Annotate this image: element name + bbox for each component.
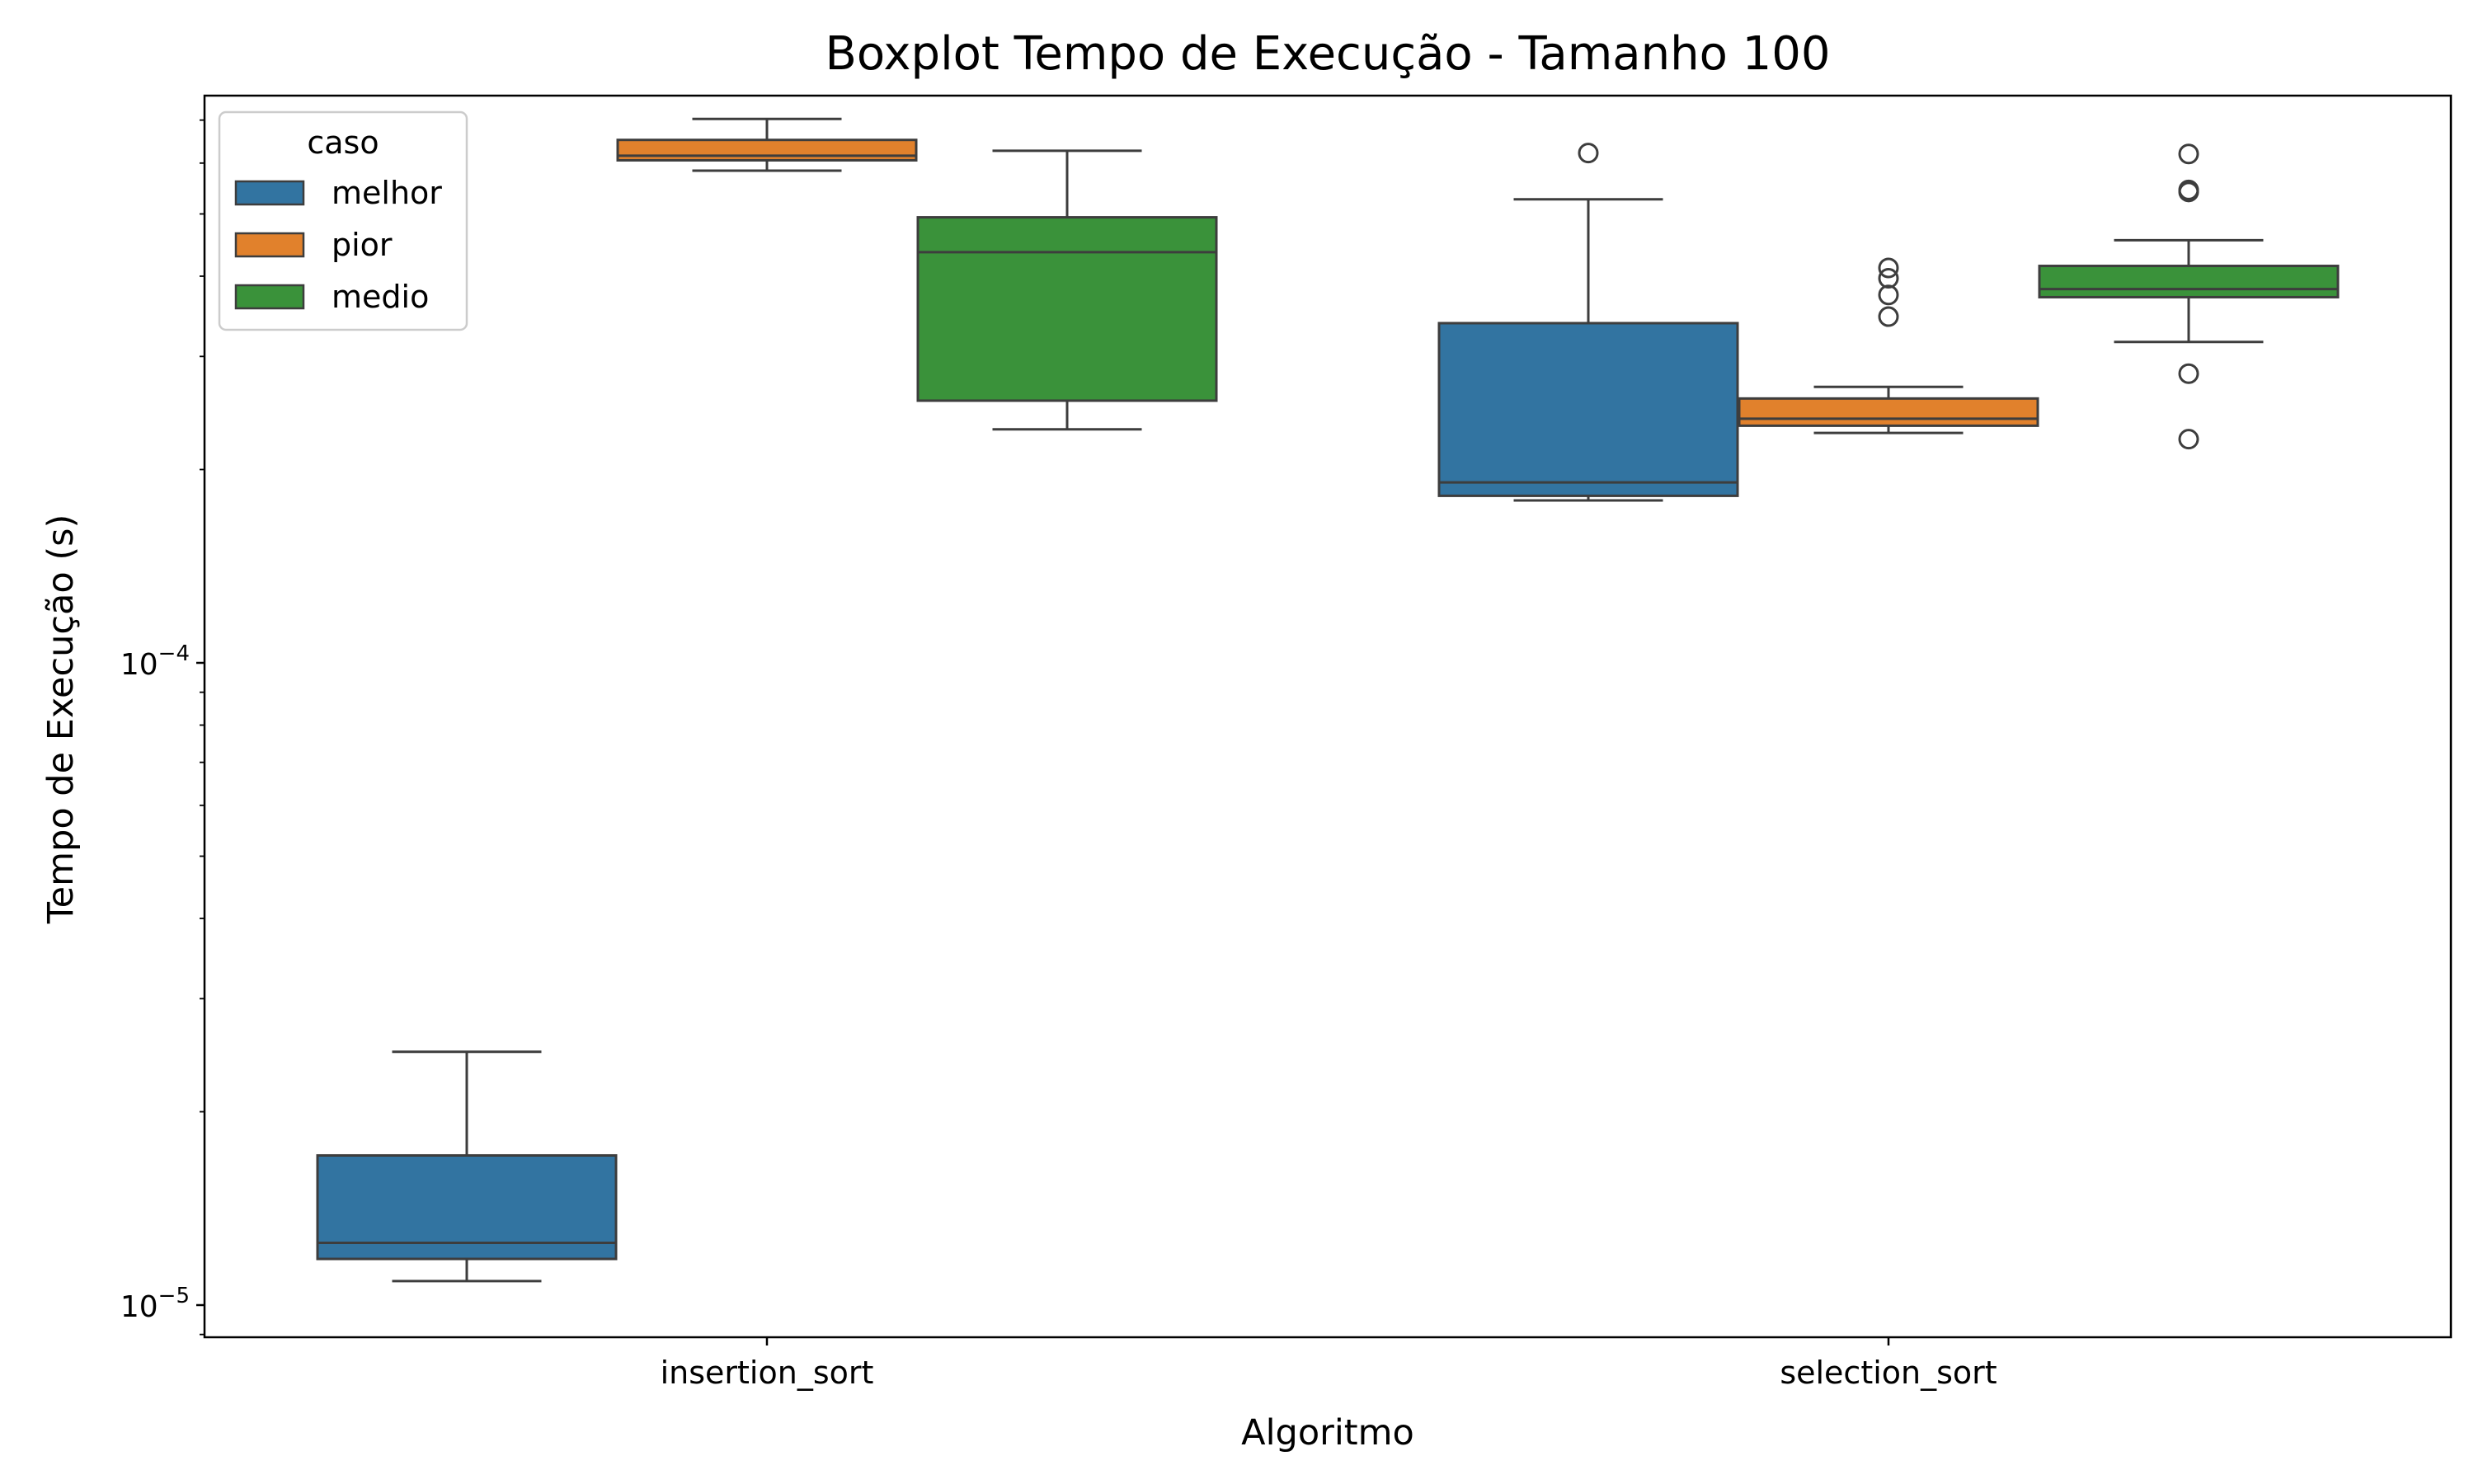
- legend-label-melhor: melhor: [332, 175, 442, 211]
- legend-items: melhor pior medio: [234, 175, 442, 315]
- box-medio-insertion_sort: [916, 149, 1218, 431]
- y-axis-label: Tempo de Execução (s): [40, 514, 82, 925]
- x-tick-label-insertion_sort: insertion_sort: [661, 1355, 874, 1391]
- iqr-box: [916, 216, 1218, 402]
- y-tick-label: 10−5: [120, 1284, 190, 1324]
- outlier-point: [2178, 363, 2199, 384]
- iqr-box: [616, 139, 918, 162]
- outlier-point: [1878, 284, 1899, 306]
- legend-label-pior: pior: [332, 227, 393, 263]
- x-tick-label-selection_sort: selection_sort: [1780, 1355, 1997, 1391]
- outlier-point: [2178, 429, 2199, 450]
- box-pior-selection_sort: [1738, 257, 2039, 434]
- y-axis: 10−5 10−4: [120, 119, 205, 1336]
- outlier-point: [1878, 257, 1899, 279]
- chart-title: Boxplot Tempo de Execução - Tamanho 100: [825, 27, 1830, 81]
- box-pior-insertion_sort: [616, 117, 918, 172]
- x-axis-label: Algoritmo: [1241, 1412, 1414, 1453]
- iqr-box: [1738, 397, 2039, 427]
- outlier-point: [2178, 143, 2199, 165]
- box-melhor-insertion_sort: [316, 1050, 618, 1283]
- legend-swatch-melhor: [234, 180, 305, 206]
- legend-swatch-medio: [234, 284, 305, 310]
- outlier-point: [2178, 179, 2199, 200]
- y-tick-label: 10−4: [120, 641, 190, 682]
- iqr-box: [1437, 322, 1739, 497]
- plot-frame: [203, 94, 2453, 1339]
- outlier-point: [1878, 306, 1899, 327]
- box-medio-selection_sort: [2038, 143, 2340, 450]
- legend-swatch-pior: [234, 232, 305, 258]
- outlier-point: [1578, 143, 1599, 164]
- iqr-box: [2038, 265, 2340, 298]
- outlier-point: [1878, 268, 1899, 289]
- legend: caso melhor pior medio: [218, 110, 468, 331]
- legend-title: caso: [307, 124, 379, 161]
- legend-frame: [218, 110, 468, 331]
- plot-area: [316, 117, 2340, 1283]
- box-melhor-selection_sort: [1437, 143, 1739, 502]
- legend-label-medio: medio: [332, 279, 429, 315]
- x-axis: insertion_sort selection_sort: [661, 1337, 1997, 1391]
